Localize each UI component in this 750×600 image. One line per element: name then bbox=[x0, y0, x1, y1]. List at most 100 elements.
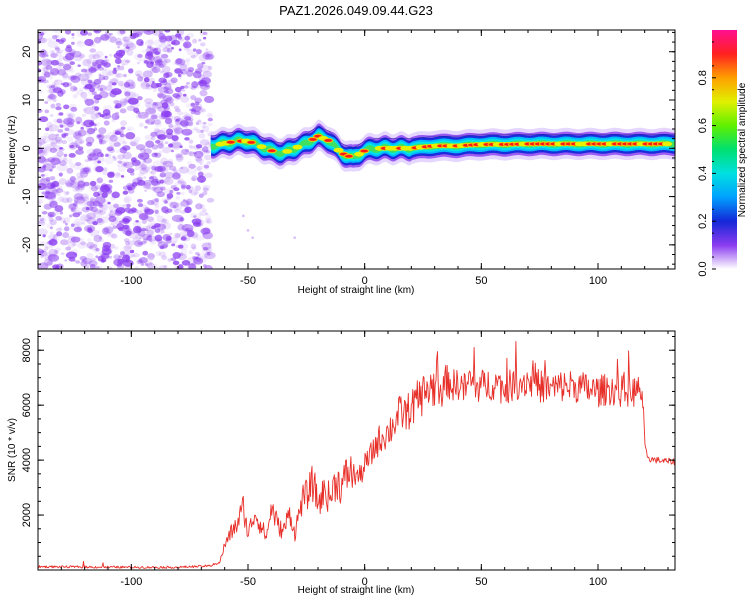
noise-dot bbox=[76, 195, 84, 201]
noise-dot bbox=[133, 53, 144, 61]
noise-dot bbox=[43, 71, 51, 78]
noise-dot bbox=[123, 73, 127, 78]
noise-dot bbox=[39, 53, 47, 59]
noise-dot bbox=[116, 263, 123, 268]
noise-dot bbox=[127, 186, 133, 191]
noise-dot bbox=[172, 251, 181, 259]
noise-dot bbox=[130, 231, 136, 235]
noise-dot bbox=[43, 185, 48, 189]
noise-dot bbox=[119, 108, 127, 114]
noise-dot bbox=[159, 179, 165, 184]
noise-dot bbox=[100, 34, 110, 41]
noise-dot bbox=[76, 121, 81, 125]
noise-dot bbox=[38, 228, 48, 236]
noise-dot bbox=[88, 260, 98, 267]
noise-dot bbox=[193, 81, 202, 89]
noise-dot bbox=[103, 226, 114, 234]
noise-dot bbox=[94, 265, 100, 269]
noise-dot bbox=[54, 46, 60, 50]
noise-dot bbox=[134, 136, 141, 142]
noise-dot bbox=[175, 119, 180, 122]
noise-dot bbox=[177, 180, 183, 184]
noise-dot bbox=[171, 39, 181, 46]
noise-dot bbox=[112, 225, 118, 229]
noise-dot bbox=[206, 112, 213, 118]
noise-dot bbox=[164, 141, 169, 145]
noise-dot bbox=[69, 69, 75, 73]
noise-dot bbox=[135, 266, 139, 269]
noise-dot bbox=[174, 68, 182, 74]
noise-dot bbox=[186, 48, 195, 56]
noise-dot bbox=[99, 209, 104, 213]
noise-dot bbox=[65, 182, 74, 188]
noise-dot bbox=[63, 132, 69, 136]
noise-dot bbox=[102, 109, 111, 116]
ridge-hotspot bbox=[227, 140, 235, 144]
noise-dot bbox=[109, 243, 116, 249]
noise-dot bbox=[108, 211, 117, 218]
noise-dot bbox=[38, 141, 43, 148]
snr-y-tick-label: 2000 bbox=[21, 503, 33, 527]
noise-dot bbox=[46, 211, 52, 215]
noise-dot bbox=[207, 117, 213, 122]
noise-dot bbox=[101, 134, 114, 143]
noise-dot bbox=[163, 265, 168, 269]
noise-dot bbox=[94, 155, 105, 164]
noise-dot bbox=[189, 189, 199, 196]
noise-dot bbox=[99, 139, 107, 145]
noise-dot bbox=[104, 157, 114, 165]
noise-dot bbox=[89, 263, 96, 269]
noise-dot bbox=[196, 129, 201, 134]
noise-dot bbox=[47, 156, 56, 163]
noise-dot bbox=[154, 263, 158, 267]
noise-dot bbox=[150, 121, 155, 125]
noise-dot bbox=[95, 59, 105, 66]
noise-dot bbox=[173, 129, 182, 136]
noise-dot bbox=[195, 252, 200, 256]
noise-dot bbox=[171, 127, 179, 134]
noise-dot bbox=[88, 42, 96, 47]
noise-dot bbox=[77, 129, 87, 137]
noise-dot bbox=[179, 120, 190, 127]
noise-dot bbox=[180, 85, 185, 90]
noise-dot bbox=[149, 170, 154, 174]
noise-dot bbox=[40, 30, 48, 35]
noise-dot bbox=[91, 62, 97, 66]
noise-dot bbox=[41, 249, 45, 254]
noise-dot bbox=[171, 46, 174, 50]
noise-dot bbox=[143, 182, 152, 189]
noise-dot bbox=[111, 118, 116, 123]
noise-dot bbox=[81, 196, 90, 202]
noise-dot bbox=[98, 204, 104, 208]
noise-dot bbox=[103, 135, 108, 140]
noise-dot bbox=[202, 263, 207, 268]
noise-dot bbox=[57, 129, 64, 133]
noise-dot bbox=[82, 108, 88, 112]
noise-dot bbox=[104, 112, 111, 116]
noise-dot bbox=[104, 31, 109, 34]
noise-dot bbox=[199, 105, 203, 109]
noise-dot bbox=[109, 140, 120, 148]
noise-dot bbox=[195, 103, 202, 108]
noise-dot bbox=[46, 95, 54, 102]
noise-dot bbox=[84, 85, 90, 91]
noise-dot bbox=[51, 34, 58, 40]
noise-dot bbox=[88, 121, 95, 126]
noise-dot bbox=[108, 232, 112, 235]
noise-dot bbox=[129, 139, 140, 147]
noise-dot bbox=[45, 127, 50, 132]
noise-dot bbox=[129, 249, 135, 254]
noise-dot bbox=[38, 220, 46, 226]
noise-dot bbox=[62, 74, 71, 80]
noise-dot bbox=[193, 53, 199, 57]
noise-dot bbox=[84, 38, 94, 47]
noise-dot bbox=[104, 55, 108, 59]
noise-dot bbox=[149, 239, 157, 245]
noise-dot bbox=[158, 45, 162, 48]
ridge-hotspot bbox=[309, 138, 317, 141]
noise-dot bbox=[54, 47, 61, 52]
noise-dot bbox=[195, 122, 199, 125]
noise-dot bbox=[112, 77, 119, 84]
noise-dot bbox=[191, 81, 199, 89]
noise-dot bbox=[162, 47, 170, 53]
